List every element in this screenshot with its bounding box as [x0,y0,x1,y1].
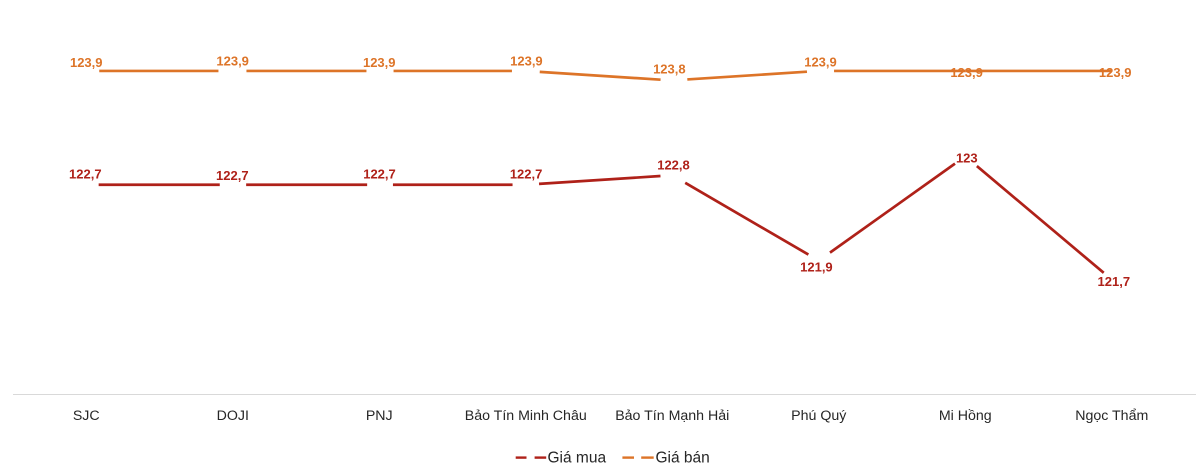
svg-text:121,9: 121,9 [800,260,833,275]
svg-text:Giá bán: Giá bán [656,450,710,467]
svg-text:Ngọc Thẩm: Ngọc Thẩm [1075,408,1148,424]
svg-text:123,9: 123,9 [804,55,837,70]
svg-text:Giá mua: Giá mua [548,450,607,467]
svg-text:122,7: 122,7 [363,167,396,182]
svg-text:SJC: SJC [73,408,100,424]
svg-text:Mi Hồng: Mi Hồng [939,408,992,424]
svg-text:122,7: 122,7 [216,168,249,183]
svg-text:123,9: 123,9 [216,54,249,69]
svg-text:123,9: 123,9 [1099,65,1132,80]
svg-text:122,7: 122,7 [510,167,543,182]
svg-text:122,7: 122,7 [69,167,102,182]
svg-text:123,9: 123,9 [70,55,103,70]
svg-text:123,9: 123,9 [950,65,983,80]
svg-text:Bảo Tín Mạnh Hải: Bảo Tín Mạnh Hải [615,408,729,424]
svg-text:123,8: 123,8 [653,61,686,76]
svg-text:PNJ: PNJ [366,408,393,424]
svg-text:Phú Quý: Phú Quý [791,408,847,424]
svg-text:123: 123 [956,151,978,166]
svg-text:123,9: 123,9 [363,55,396,70]
svg-text:Bảo Tín Minh Châu: Bảo Tín Minh Châu [465,408,587,424]
svg-text:121,7: 121,7 [1098,274,1131,289]
svg-text:DOJI: DOJI [217,408,249,424]
svg-text:122,8: 122,8 [657,158,690,173]
svg-text:123,9: 123,9 [510,54,543,69]
